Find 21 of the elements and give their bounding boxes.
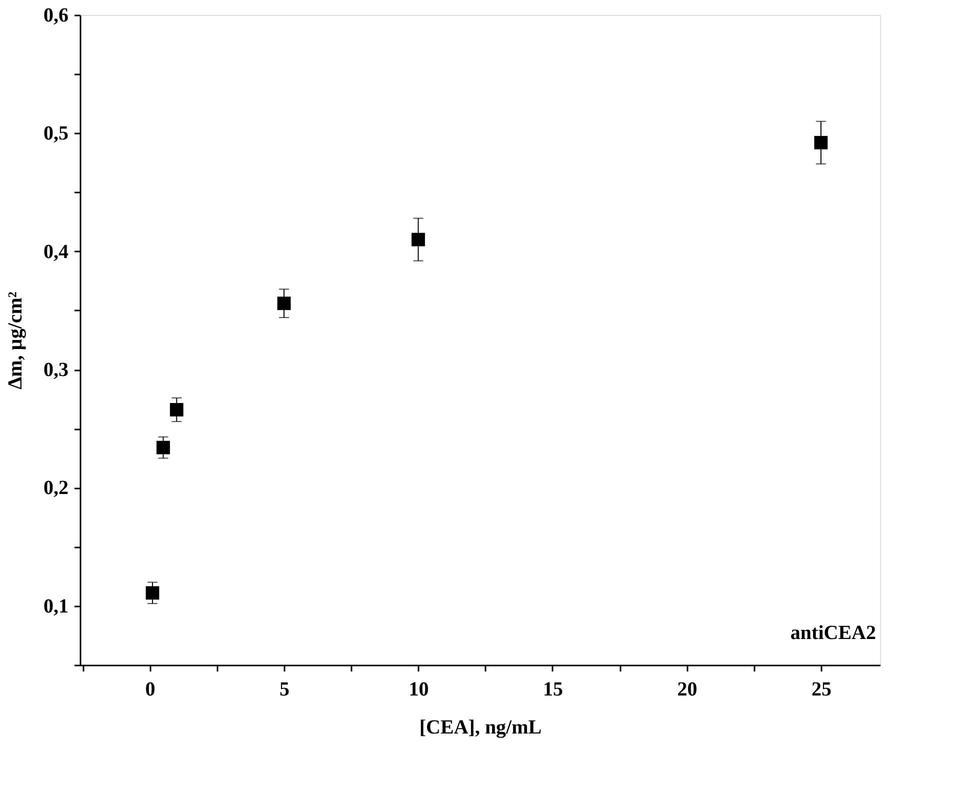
annotation: antiCEA2 [790,622,876,644]
y-tick-label: 0,2 [44,477,68,500]
point [156,440,170,454]
point [412,232,425,246]
x-tick-label: 0 [145,678,156,700]
x-axis-title: [CEA], ng/mL [419,716,542,738]
y-tick-label: 0,4 [44,240,68,263]
point [146,586,160,600]
point [170,403,184,416]
x-tick-label: 5 [280,678,290,700]
y-tick-label: 0,3 [44,359,68,382]
y-tick-label: 0,1 [44,595,68,618]
y-tick-label: 0,5 [44,122,68,145]
x-tick-label: 10 [408,678,429,700]
point [814,136,828,150]
x-tick-label: 25 [811,678,832,700]
x-tick-label: 15 [542,678,563,700]
point [277,296,291,310]
y-tick-label: 0,6 [44,4,68,26]
x-tick-label: 20 [677,678,698,700]
y-axis-title: Δm, µg/cm² [4,292,26,390]
